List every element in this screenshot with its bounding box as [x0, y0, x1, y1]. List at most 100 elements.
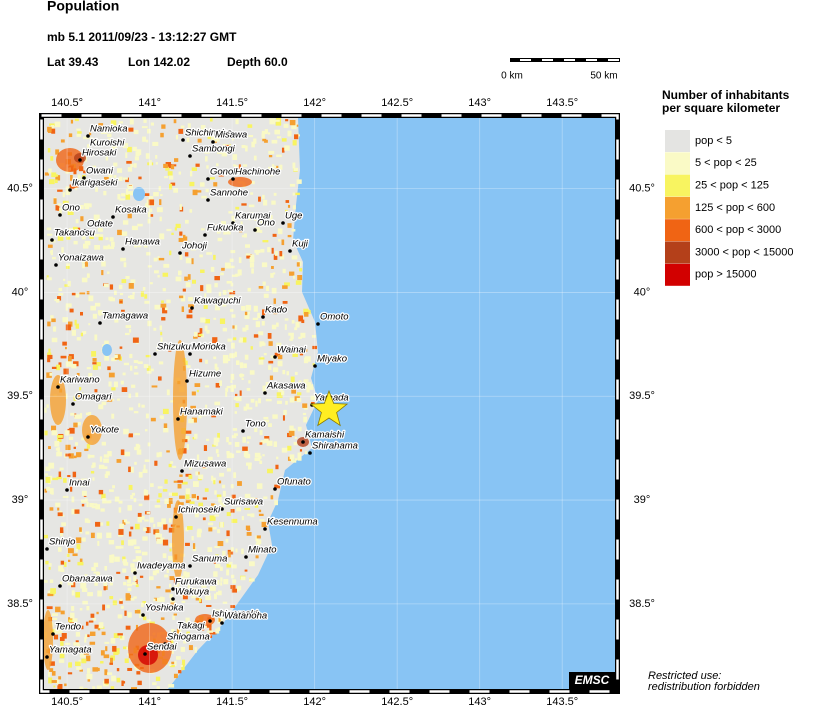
population-cell [294, 134, 299, 140]
population-cell [56, 300, 60, 303]
population-cell [254, 452, 261, 458]
badge-box [569, 672, 615, 689]
population-cell [271, 287, 277, 294]
population-cell [217, 432, 220, 439]
legend-label: 125 < pop < 600 [695, 202, 775, 214]
population-cell [169, 175, 174, 180]
population-cell [137, 242, 142, 248]
population-cell [152, 141, 159, 147]
population-cell [214, 307, 221, 311]
population-cell [170, 664, 175, 668]
population-cell [185, 435, 190, 441]
population-cell [189, 170, 193, 177]
population-cell [242, 164, 248, 167]
population-cell [94, 581, 98, 586]
population-cell [213, 138, 220, 142]
population-cell [168, 555, 174, 561]
population-cell [64, 284, 70, 287]
population-cell [252, 497, 258, 501]
population-cell [223, 578, 229, 585]
population-cell [166, 299, 171, 304]
population-cell [77, 131, 82, 134]
population-cell [282, 285, 288, 289]
population-cell [291, 320, 295, 324]
population-cell [264, 129, 268, 133]
y-tick-label: 39.5° [7, 390, 33, 402]
population-cell [163, 423, 168, 429]
population-cell [196, 495, 199, 500]
population-cell [59, 653, 65, 659]
population-cell [265, 285, 270, 292]
city-label: Minato [248, 545, 277, 556]
population-cell [187, 123, 191, 130]
population-cell [47, 590, 52, 594]
population-cell [111, 241, 115, 248]
population-cell [79, 387, 82, 391]
population-cell [118, 176, 123, 181]
population-cell [219, 318, 226, 324]
population-cell [130, 466, 134, 473]
city-label: Gonohe [210, 167, 244, 178]
population-cell [92, 358, 97, 362]
population-cell [284, 324, 287, 330]
population-cell [123, 646, 128, 650]
population-cell [174, 158, 179, 162]
population-cell [255, 251, 259, 255]
population-cell [237, 269, 242, 276]
population-cell [202, 497, 207, 500]
population-cell [181, 306, 185, 313]
population-cell [269, 375, 274, 380]
population-cell [122, 177, 128, 180]
population-cell [178, 578, 182, 582]
x-tick-label: 143° [468, 97, 491, 109]
city-label: Iwadeyama [137, 561, 186, 572]
population-cell [94, 334, 98, 341]
population-cell [130, 539, 137, 545]
population-cell [118, 529, 124, 535]
population-cell [244, 311, 248, 316]
population-cell [171, 232, 174, 236]
population-cell [182, 595, 188, 600]
population-cell [113, 175, 117, 179]
population-cell [172, 492, 178, 496]
population-cell [118, 507, 122, 513]
population-cell [168, 684, 175, 688]
population-cell [267, 468, 273, 474]
population-cell [45, 560, 49, 565]
population-cell [57, 685, 63, 690]
population-cell [132, 292, 135, 295]
population-cell [112, 485, 115, 489]
population-cell [125, 332, 130, 336]
population-cell [107, 128, 113, 133]
population-cell [136, 671, 141, 675]
population-cell [173, 119, 177, 124]
population-cell [276, 322, 279, 327]
population-cell [149, 208, 153, 213]
x-tick-label: 143° [468, 696, 491, 708]
population-cell [189, 465, 192, 470]
population-cell [122, 372, 126, 376]
population-cell [217, 579, 220, 585]
population-cell [159, 199, 162, 206]
y-tick-label: 40.5° [7, 183, 33, 195]
population-cell [237, 481, 242, 486]
population-cell [174, 227, 177, 231]
population-cell [156, 452, 160, 458]
population-cell [259, 519, 265, 522]
population-cell [113, 290, 117, 295]
population-cell [158, 533, 162, 539]
population-cell [291, 255, 298, 260]
population-cell [178, 295, 184, 299]
population-cell [113, 162, 118, 167]
population-cell [154, 304, 161, 310]
population-cell [186, 137, 190, 143]
city-dot [273, 355, 277, 359]
population-cell [46, 372, 52, 378]
population-cell [281, 390, 285, 396]
population-cell [48, 348, 51, 353]
population-cell [133, 498, 137, 503]
population-cell [102, 498, 107, 504]
population-cell [47, 148, 51, 153]
population-cell [61, 247, 64, 253]
